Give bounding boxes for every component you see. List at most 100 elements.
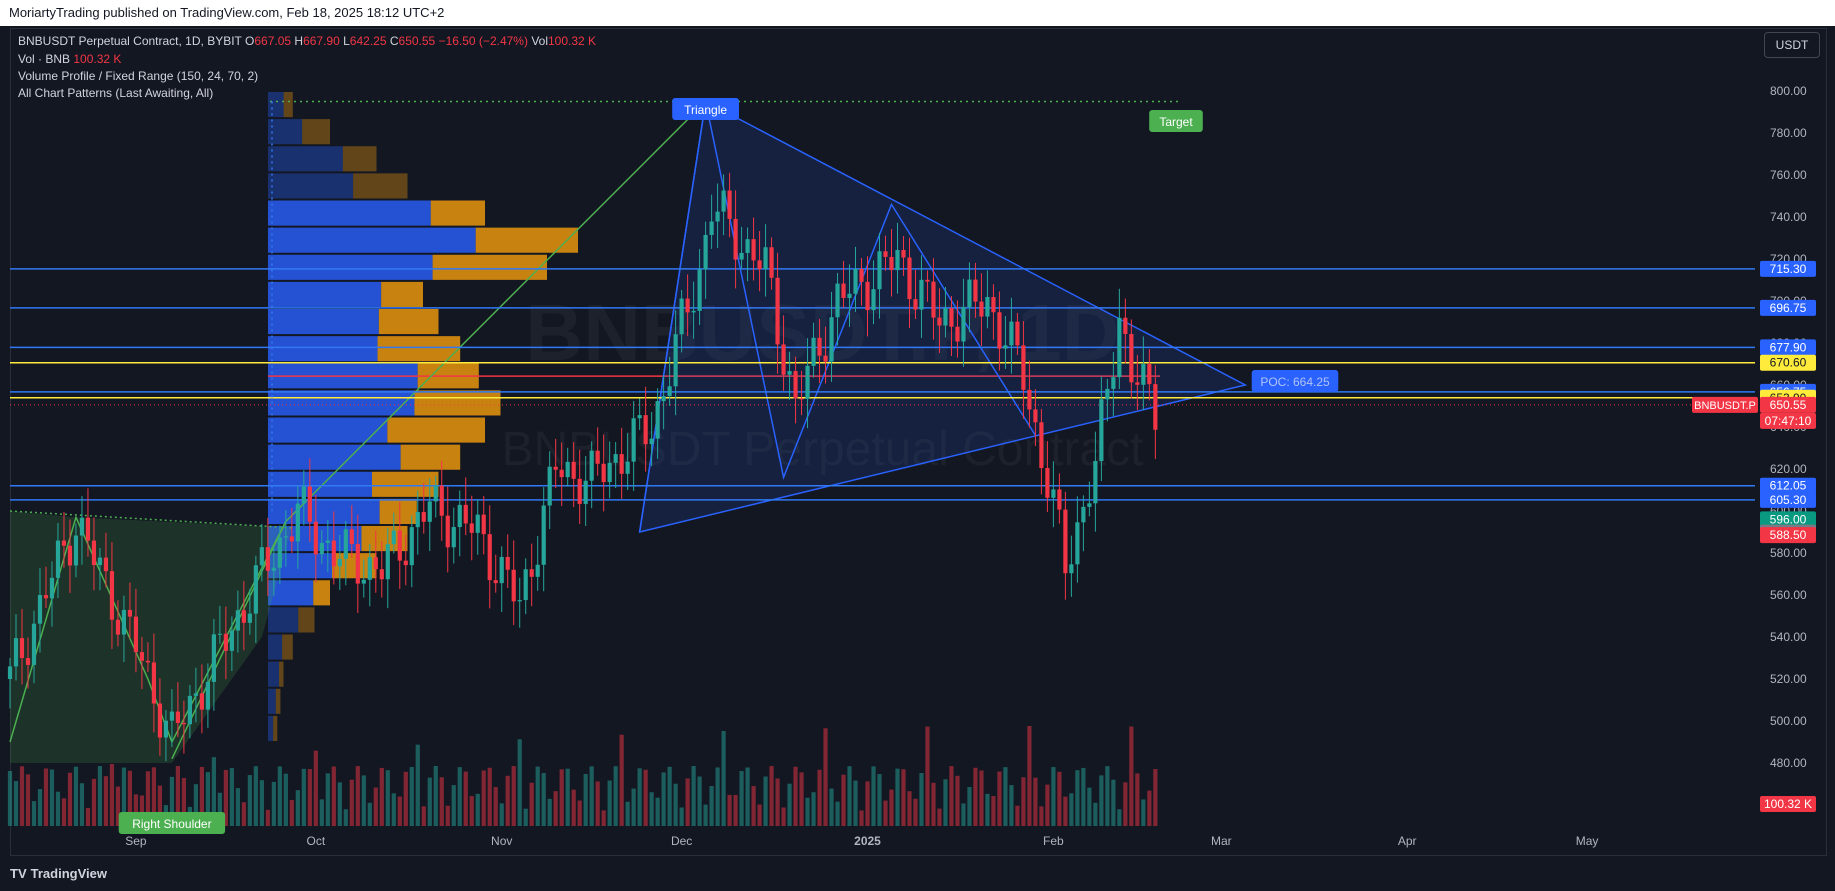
volume-legend[interactable]: Vol · BNB 100.32 K [18,51,121,67]
candle-body [313,521,318,555]
volume-profile-down-bar [273,715,278,741]
candle-body [601,463,606,483]
volume-bar [1033,777,1038,826]
x-tick-label: Nov [491,834,512,848]
volume-bar [763,776,768,826]
candle-body [715,211,720,222]
volume-bar [493,787,498,826]
candle-body [403,560,408,566]
candle-body [1099,399,1104,462]
tradingview-footer[interactable]: TV TradingView [10,864,107,884]
x-tick-label: Dec [671,834,692,848]
volume-bar [499,803,504,826]
candle-body [193,693,198,696]
y-tick-label: 540.00 [1770,630,1807,644]
close-label: C [389,34,399,48]
candle-body [901,249,906,258]
volume-profile-up-bar [268,309,379,335]
candle-body [685,298,690,313]
y-tick-label: 780.00 [1770,126,1807,140]
volume-bar [1021,777,1026,826]
candle-body [217,633,222,635]
volume-bar [361,775,366,826]
volume-bar [25,774,31,826]
candle-body [223,633,228,651]
candle-body [739,252,744,260]
volume-bar [1099,775,1104,826]
candle-body [1087,503,1092,507]
volume-bar [1075,770,1080,826]
volume-bar [337,782,342,826]
volume-bar [1009,785,1014,826]
symbol-legend[interactable]: BNBUSDT Perpetual Contract, 1D, BYBIT O6… [18,33,596,49]
volume-indicator-value: 100.32 K [73,52,122,66]
low-value: 642.25 [349,34,387,48]
volume-bar [571,789,576,826]
volume-profile-down-bar [282,634,293,660]
candle-body [421,512,426,522]
volume-bar [907,791,912,826]
candle-body [451,527,456,548]
volume-profile-down-bar [400,444,461,470]
candle-body [661,396,666,402]
candle-body [295,503,300,542]
candle-body [1081,506,1086,523]
triangle-label: Triangle [684,103,727,117]
candle-body [325,540,330,543]
candle-body [259,547,264,566]
volume-bar [97,766,103,826]
volume-bar [997,771,1002,826]
price-tag-bg [1760,339,1816,356]
volume-bar [955,775,960,826]
volume-bar [235,788,240,826]
candle-body [361,579,366,584]
patterns-legend[interactable]: All Chart Patterns (Last Awaiting, All) [18,85,213,101]
price-tag: 677.90 [1770,340,1807,354]
volume-bar [91,778,97,826]
candle-body [367,557,372,580]
y-tick-label: 760.00 [1770,168,1807,182]
volume-bar [823,728,828,826]
volume-bar [775,778,780,826]
volume-bar [589,766,594,826]
countdown: 07:47:10 [1765,414,1812,428]
volume-bar [817,769,822,826]
candle-body [847,293,852,299]
volume-bar [733,794,738,826]
candle-body [1009,321,1014,346]
candle-body [871,289,876,311]
volume-profile-up-bar [268,444,401,470]
candle-body [1021,345,1026,390]
volume-bar [133,794,139,826]
volume-bar [847,766,852,826]
y-tick-label: 480.00 [1770,756,1807,770]
volume-bar [121,767,127,826]
candle-body [973,279,978,302]
candle-body [637,415,642,419]
candle-body [751,239,756,261]
candle-body [589,450,594,481]
candle-body [163,720,169,738]
candle-body [709,221,714,235]
volume-bar [481,770,486,826]
candle-body [673,334,678,387]
high-label: H [294,34,304,48]
chart-frame [10,28,1827,856]
candle-body [985,296,990,317]
candle-body [949,308,954,327]
candle-body [763,247,768,270]
candle-body [961,307,966,342]
volume-bar [283,773,288,826]
currency-button[interactable]: USDT [1764,32,1820,58]
volume-bar [505,775,510,826]
candle-body [835,283,840,318]
candle-body [667,386,672,397]
volume-profile-down-bar [414,390,501,416]
candle-body [883,251,888,257]
volume-profile-legend[interactable]: Volume Profile / Fixed Range (150, 24, 7… [18,68,258,84]
volume-bar [877,774,882,826]
candle-body [139,652,145,661]
y-tick-label: 800.00 [1770,84,1807,98]
volume-bar [151,767,157,826]
